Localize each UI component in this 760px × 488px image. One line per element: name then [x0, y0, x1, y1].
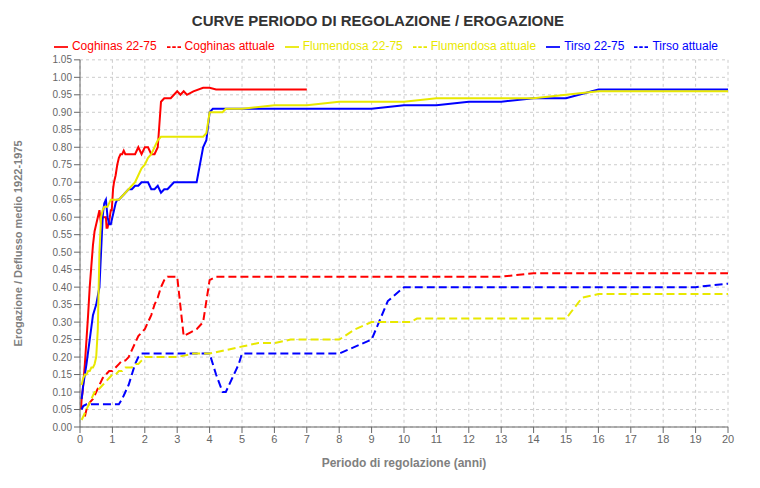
svg-text:0.55: 0.55: [53, 229, 73, 240]
svg-text:0.15: 0.15: [53, 369, 73, 380]
svg-text:2: 2: [142, 433, 148, 445]
svg-text:0.10: 0.10: [53, 387, 73, 398]
svg-text:0.65: 0.65: [53, 194, 73, 205]
svg-text:1.00: 1.00: [53, 72, 73, 83]
html-text:Coghinas 22-75: Coghinas 22-75: [71, 39, 157, 53]
svg-text:15: 15: [560, 433, 572, 445]
svg-text:8: 8: [336, 433, 342, 445]
svg-text:0.90: 0.90: [53, 107, 73, 118]
svg-text:0.85: 0.85: [53, 124, 73, 135]
svg-text:16: 16: [592, 433, 604, 445]
svg-text:3: 3: [174, 433, 180, 445]
svg-text:9: 9: [369, 433, 375, 445]
svg-text:12: 12: [463, 433, 475, 445]
svg-text:1: 1: [109, 433, 115, 445]
svg-text:Periodo di regolazione (anni): Periodo di regolazione (anni): [322, 456, 487, 470]
html-text:Coghinas attuale: Coghinas attuale: [184, 39, 275, 53]
html-text:Tirso 22-75: Tirso 22-75: [564, 39, 625, 53]
html-text:Flumendosa attuale: Flumendosa attuale: [430, 39, 537, 53]
svg-text:1.05: 1.05: [53, 54, 73, 65]
svg-text:0.70: 0.70: [53, 177, 73, 188]
svg-text:20: 20: [722, 433, 734, 445]
svg-text:0.25: 0.25: [53, 334, 73, 345]
svg-text:0.45: 0.45: [53, 264, 73, 275]
svg-text:0.00: 0.00: [53, 422, 73, 433]
svg-text:10: 10: [398, 433, 410, 445]
svg-text:6: 6: [271, 433, 277, 445]
svg-text:19: 19: [689, 433, 701, 445]
svg-text:0.75: 0.75: [53, 159, 73, 170]
svg-text:0.20: 0.20: [53, 352, 73, 363]
svg-text:14: 14: [527, 433, 539, 445]
svg-text:Erogazione / Deflusso medio 19: Erogazione / Deflusso medio 1922-1975: [12, 140, 24, 346]
svg-text:0.30: 0.30: [53, 317, 73, 328]
html-text:Flumendosa 22-75: Flumendosa 22-75: [302, 39, 403, 53]
svg-text:0.95: 0.95: [53, 89, 73, 100]
svg-text:0.35: 0.35: [53, 299, 73, 310]
svg-text:4: 4: [207, 433, 213, 445]
svg-text:0.50: 0.50: [53, 247, 73, 258]
svg-text:0.80: 0.80: [53, 142, 73, 153]
svg-text:13: 13: [495, 433, 507, 445]
svg-text:0.60: 0.60: [53, 212, 73, 223]
svg-text:0.40: 0.40: [53, 282, 73, 293]
html-text:CURVE PERIODO DI REGOLAZIONE /: CURVE PERIODO DI REGOLAZIONE / EROGAZION…: [191, 12, 565, 29]
svg-text:11: 11: [431, 433, 442, 445]
svg-text:0.05: 0.05: [53, 404, 73, 415]
svg-text:5: 5: [239, 433, 245, 445]
svg-text:7: 7: [304, 433, 310, 445]
svg-text:0: 0: [77, 433, 83, 445]
html-text:Tirso attuale: Tirso attuale: [652, 39, 718, 53]
svg-text:17: 17: [625, 433, 637, 445]
svg-text:18: 18: [657, 433, 669, 445]
